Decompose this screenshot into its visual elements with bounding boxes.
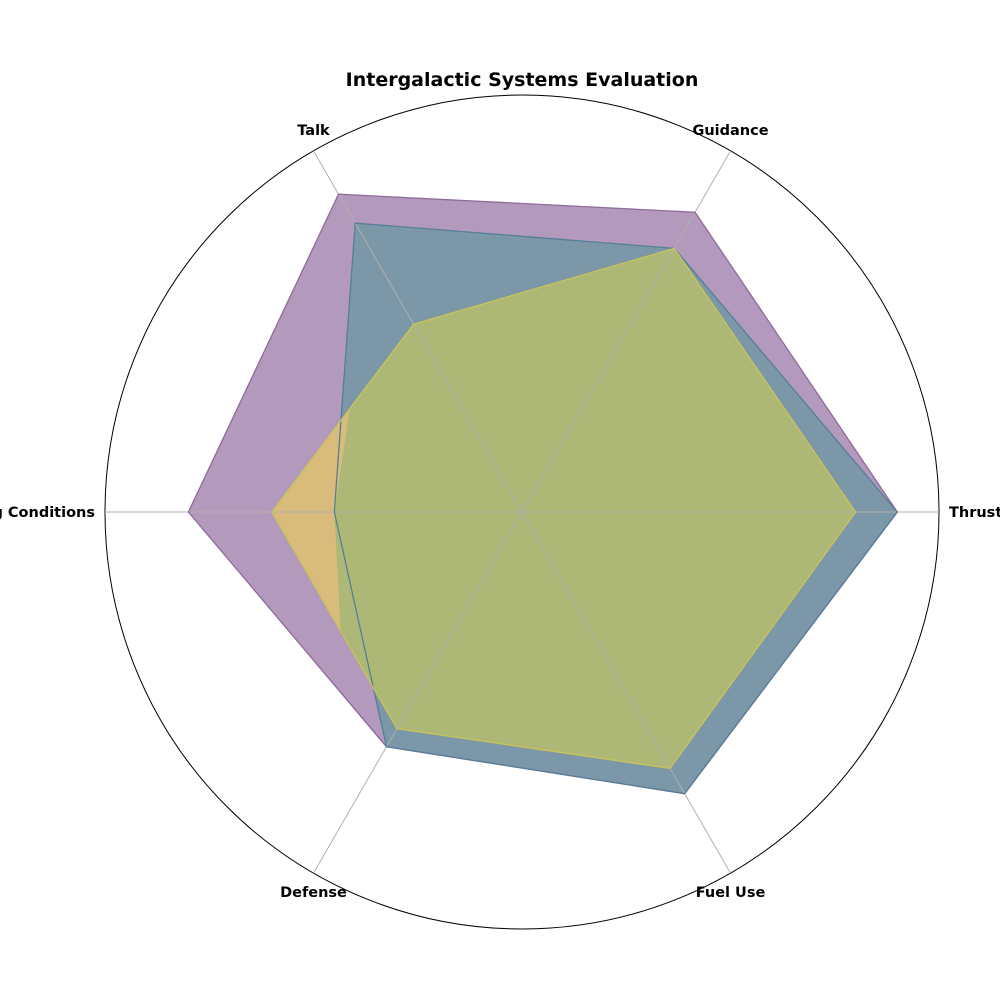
spoke-defense (313, 511, 523, 874)
axis-labels-layer: Thrust Guidance Talk Living Conditions Defen… (0, 123, 1000, 901)
series-edges-layer (187, 193, 899, 795)
series-fills-layer (188, 194, 898, 794)
axis-label-talk: Talk (297, 123, 330, 139)
axis-label-thrust: Thrust (949, 505, 1000, 521)
chart-title: Intergalactic Systems Evaluation (346, 69, 699, 91)
axis-label-guidance: Guidance (692, 123, 768, 139)
series-3-line (271, 247, 857, 770)
series-3-area (271, 248, 856, 769)
spoke-guidance (521, 150, 731, 513)
axis-label-fuel-use: Fuel Use (696, 885, 766, 901)
spoke-talk (313, 150, 523, 513)
grid-layer (104, 94, 940, 930)
series-overlap-area (271, 408, 350, 632)
axis-label-living-conditions: Living Conditions (0, 505, 95, 521)
axis-label-defense: Defense (280, 885, 347, 901)
spoke-fuel-use (521, 511, 731, 874)
